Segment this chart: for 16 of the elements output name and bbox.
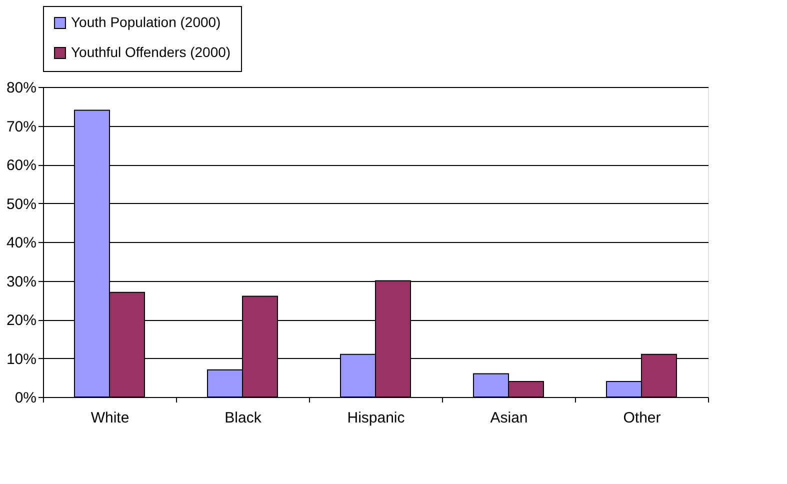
x-tick-label: Hispanic — [347, 410, 406, 426]
y-tick-label: 40% — [6, 234, 36, 252]
y-tick-label: 70% — [6, 118, 36, 136]
y-tick-label: 0% — [14, 390, 36, 406]
legend-label: Youthful Offenders (2000) — [71, 44, 231, 60]
x-tick-label: White — [90, 410, 130, 426]
x-tick-label: Black — [224, 410, 262, 426]
y-tick-label: 30% — [6, 273, 36, 290]
y-tick-label: 80% — [6, 80, 36, 96]
y-tick-label: 60% — [6, 157, 36, 174]
y-tick-label: 20% — [6, 312, 36, 329]
legend-label: Youth Population (2000) — [71, 14, 221, 30]
x-tick-label: Other — [623, 410, 661, 426]
x-tick-label: Asian — [490, 410, 528, 426]
y-tick-label: 10% — [6, 350, 36, 368]
y-tick-label: 50% — [6, 196, 36, 213]
